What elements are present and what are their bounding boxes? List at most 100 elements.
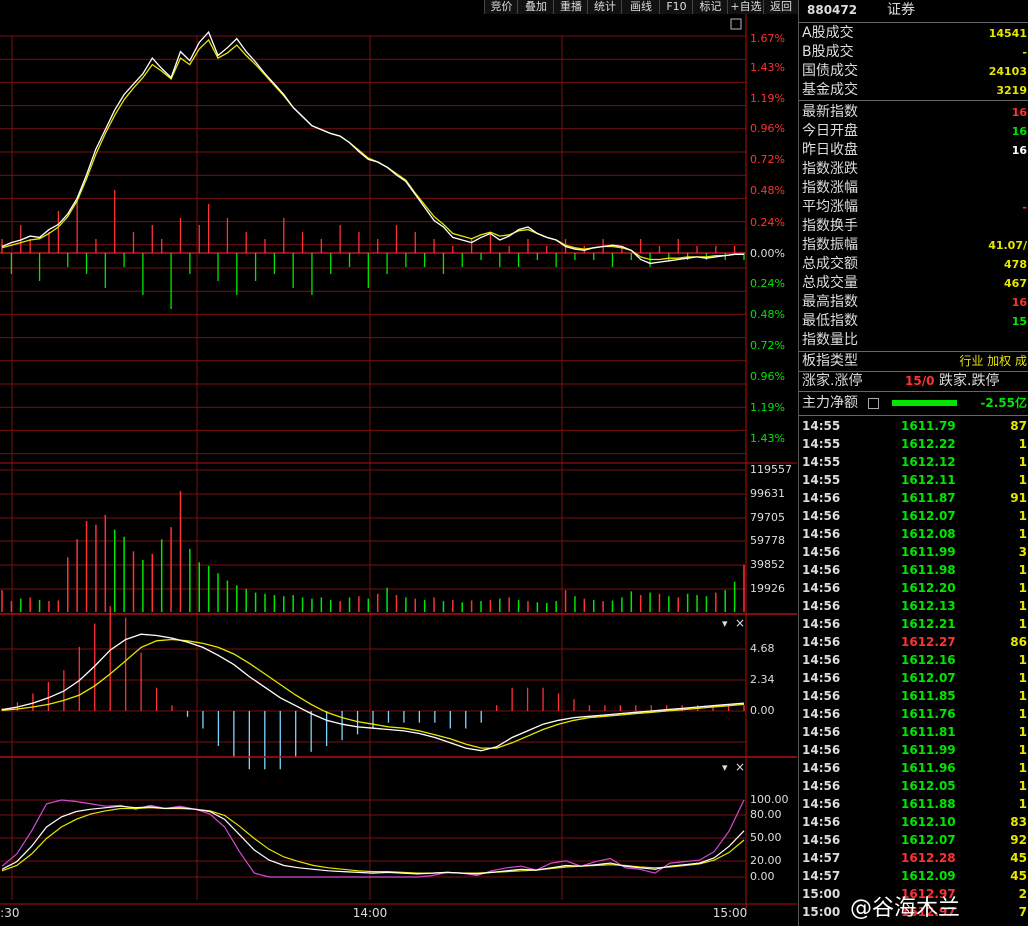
tick-price: 1611.99 bbox=[901, 743, 956, 757]
stat-value: 41.07/ bbox=[988, 239, 1027, 252]
tick-time: 14:56 bbox=[802, 635, 841, 649]
tick-row: 14:56 1612.27 86 bbox=[799, 633, 1028, 651]
stat-row: 指数振幅 41.07/ bbox=[799, 236, 1028, 255]
stat-row: 国债成交 24103 bbox=[799, 62, 1028, 81]
stat-value: 3219 bbox=[996, 84, 1027, 97]
tick-price: 1612.16 bbox=[901, 653, 956, 667]
volume-tick-label: 59778 bbox=[750, 534, 785, 547]
tick-row: 14:56 1611.96 1 bbox=[799, 759, 1028, 777]
index-code: 880472 bbox=[807, 3, 858, 17]
tick-price: 1612.07 bbox=[901, 671, 956, 685]
stat-label: 指数涨幅 bbox=[802, 180, 858, 196]
tick-time: 14:57 bbox=[802, 851, 841, 865]
tick-row: 14:56 1612.07 1 bbox=[799, 669, 1028, 687]
tick-price: 1611.81 bbox=[901, 725, 956, 739]
tick-row: 14:56 1611.87 91 bbox=[799, 489, 1028, 507]
stat-label: 指数振幅 bbox=[802, 237, 858, 253]
stat-row: 指数涨跌 bbox=[799, 160, 1028, 179]
macd-dif-line bbox=[1, 633, 745, 752]
stat-value: 16 bbox=[1011, 296, 1027, 309]
tick-row: 14:56 1611.76 1 bbox=[799, 705, 1028, 723]
tick-price: 1612.05 bbox=[901, 779, 956, 793]
tick-time: 14:56 bbox=[802, 491, 841, 505]
time-tick-label: 14:00 bbox=[353, 906, 388, 920]
chart-svg[interactable]: 1.67% 1.43% 1.19% 0.96% 0.72% 0.48% 0.24% 0.00%… bbox=[0, 0, 797, 926]
rise-value: 15/0 bbox=[905, 374, 935, 388]
tick-volume: 1 bbox=[1018, 707, 1027, 721]
tick-price: 1612.20 bbox=[901, 581, 956, 595]
pct-tick-label: 1.43% bbox=[750, 432, 785, 445]
tick-time: 14:56 bbox=[802, 797, 841, 811]
tick-time: 15:00 bbox=[802, 905, 841, 919]
tick-time: 14:55 bbox=[802, 455, 841, 469]
tick-time: 14:56 bbox=[802, 581, 841, 595]
toolbar-button[interactable]: 画线 bbox=[621, 0, 660, 14]
volume-tick-label: 39852 bbox=[750, 558, 785, 571]
stat-label: 最低指数 bbox=[802, 313, 858, 329]
stat-value: 467 bbox=[1004, 277, 1027, 290]
net-value: -2.55亿 bbox=[980, 396, 1027, 410]
fall-label: 跌家.跌停 bbox=[939, 373, 1000, 389]
tick-row: 14:56 1612.07 92 bbox=[799, 831, 1028, 849]
tick-price: 1611.98 bbox=[901, 563, 956, 577]
tick-volume: 1 bbox=[1018, 527, 1027, 541]
window-icon bbox=[730, 18, 742, 30]
net-label: 主力净额 bbox=[802, 395, 858, 411]
time-tick-label: 9:30 bbox=[0, 906, 19, 920]
tick-row: 14:55 1612.11 1 bbox=[799, 471, 1028, 489]
tick-volume: 7 bbox=[1018, 905, 1027, 919]
kdj-tick-label: 20.00 bbox=[750, 854, 782, 867]
volume-tick-label: 79705 bbox=[750, 511, 785, 524]
close-icon: × bbox=[735, 760, 745, 774]
stat-value: 16 bbox=[1011, 106, 1027, 119]
tick-volume: 1 bbox=[1018, 581, 1027, 595]
tick-volume: 91 bbox=[1010, 491, 1027, 505]
watermark: @谷海木兰 bbox=[850, 896, 961, 921]
board-type-row: 板指类型 行业 加权 成 bbox=[799, 352, 1028, 371]
dropdown-icon: ▾ bbox=[722, 761, 728, 774]
tick-volume: 1 bbox=[1018, 473, 1027, 487]
pct-tick-label: 1.43% bbox=[750, 61, 785, 74]
tick-price: 1612.21 bbox=[901, 617, 956, 631]
stat-value: 15 bbox=[1011, 315, 1027, 328]
chart-area[interactable]: 1.67% 1.43% 1.19% 0.96% 0.72% 0.48% 0.24% 0.00%… bbox=[0, 0, 797, 926]
tick-row: 14:56 1611.81 1 bbox=[799, 723, 1028, 741]
tick-row: 14:56 1612.13 1 bbox=[799, 597, 1028, 615]
tick-price: 1612.12 bbox=[901, 455, 956, 469]
toolbar-button[interactable]: 叠加 bbox=[517, 0, 554, 14]
pct-tick-label: 1.67% bbox=[750, 32, 785, 45]
menu-icon[interactable] bbox=[868, 398, 879, 409]
stat-label: 最高指数 bbox=[802, 294, 858, 310]
avg-line bbox=[1, 38, 744, 261]
tick-row: 15:00 1612.97 7 bbox=[799, 903, 1028, 921]
price-line bbox=[1, 30, 744, 265]
toolbar-button[interactable]: +自选 bbox=[727, 0, 764, 14]
breadth-row: 涨家.涨停 15/0 跌家.跌停 bbox=[799, 372, 1028, 391]
toolbar-button[interactable]: 返回 bbox=[763, 0, 798, 14]
stat-row: 总成交额 478 bbox=[799, 255, 1028, 274]
stat-row: 指数涨幅 bbox=[799, 179, 1028, 198]
tick-price: 1611.79 bbox=[901, 419, 956, 433]
tick-volume: 1 bbox=[1018, 617, 1027, 631]
stat-label: 指数量比 bbox=[802, 332, 858, 348]
tick-volume: 1 bbox=[1018, 743, 1027, 757]
stat-label: 总成交量 bbox=[802, 275, 858, 291]
stat-label: 总成交额 bbox=[802, 256, 858, 272]
tick-row: 14:55 1611.79 87 bbox=[799, 417, 1028, 435]
tick-row: 14:56 1612.10 83 bbox=[799, 813, 1028, 831]
toolbar-button[interactable]: 标记 bbox=[692, 0, 728, 14]
net-bar bbox=[892, 400, 957, 406]
divider bbox=[799, 351, 1028, 352]
stat-row: 总成交量 467 bbox=[799, 274, 1028, 293]
tick-time: 14:56 bbox=[802, 761, 841, 775]
toolbar-button[interactable]: 竞价 bbox=[484, 0, 518, 14]
toolbar-button[interactable]: 重播 bbox=[553, 0, 588, 14]
tick-time: 14:56 bbox=[802, 743, 841, 757]
tick-row: 14:56 1611.88 1 bbox=[799, 795, 1028, 813]
board-type-value[interactable]: 行业 加权 成 bbox=[959, 354, 1027, 368]
toolbar-button[interactable]: F10 bbox=[659, 0, 693, 14]
time-tick-label: 15:00 bbox=[713, 906, 748, 920]
dropdown-icon: ▾ bbox=[722, 617, 728, 630]
volume-tick-label: 119557 bbox=[750, 463, 792, 476]
toolbar-button[interactable]: 统计 bbox=[587, 0, 622, 14]
